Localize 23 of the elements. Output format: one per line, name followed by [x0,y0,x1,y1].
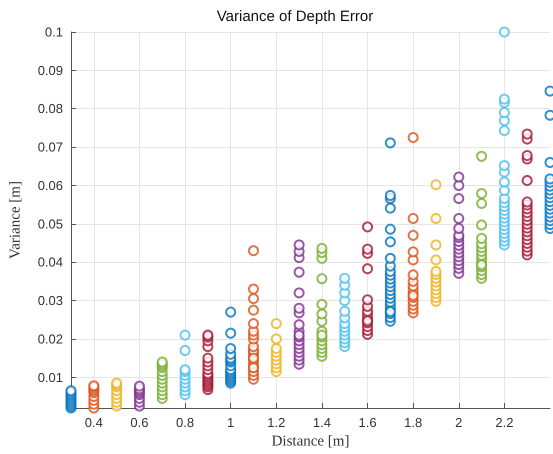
x-tick-label: 1 [227,415,234,430]
y-axis-title: Variance [m] [8,181,24,259]
x-tick-label: 1.2 [267,415,286,430]
x-axis-title: Distance [m] [272,434,350,450]
x-tick-label: 0.4 [84,415,103,430]
x-tick-label: 1.6 [358,415,377,430]
chart-title: Variance of Depth Error [216,8,374,25]
x-tick-label: 0.8 [176,415,194,430]
y-tick-label: 0.03 [38,293,63,308]
x-tick-label: 1.4 [312,415,331,430]
x-tick-label: 2.2 [495,415,514,430]
y-tick-label: 0.01 [38,370,63,385]
y-tick-label: 0.04 [38,254,63,270]
y-tick-label: 0.02 [38,331,63,346]
x-tick-label: 2 [455,415,462,430]
y-tick-label: 0.07 [38,140,63,155]
y-tick-label: 0.1 [44,24,63,40]
y-tick-label: 0.09 [38,62,63,78]
y-tick-label: 0.05 [38,216,63,232]
x-tick-label: 1.8 [404,415,422,430]
y-tick-label: 0.06 [38,178,63,193]
y-tick-label: 0.08 [38,101,63,116]
x-tick-label: 0.6 [130,415,148,430]
